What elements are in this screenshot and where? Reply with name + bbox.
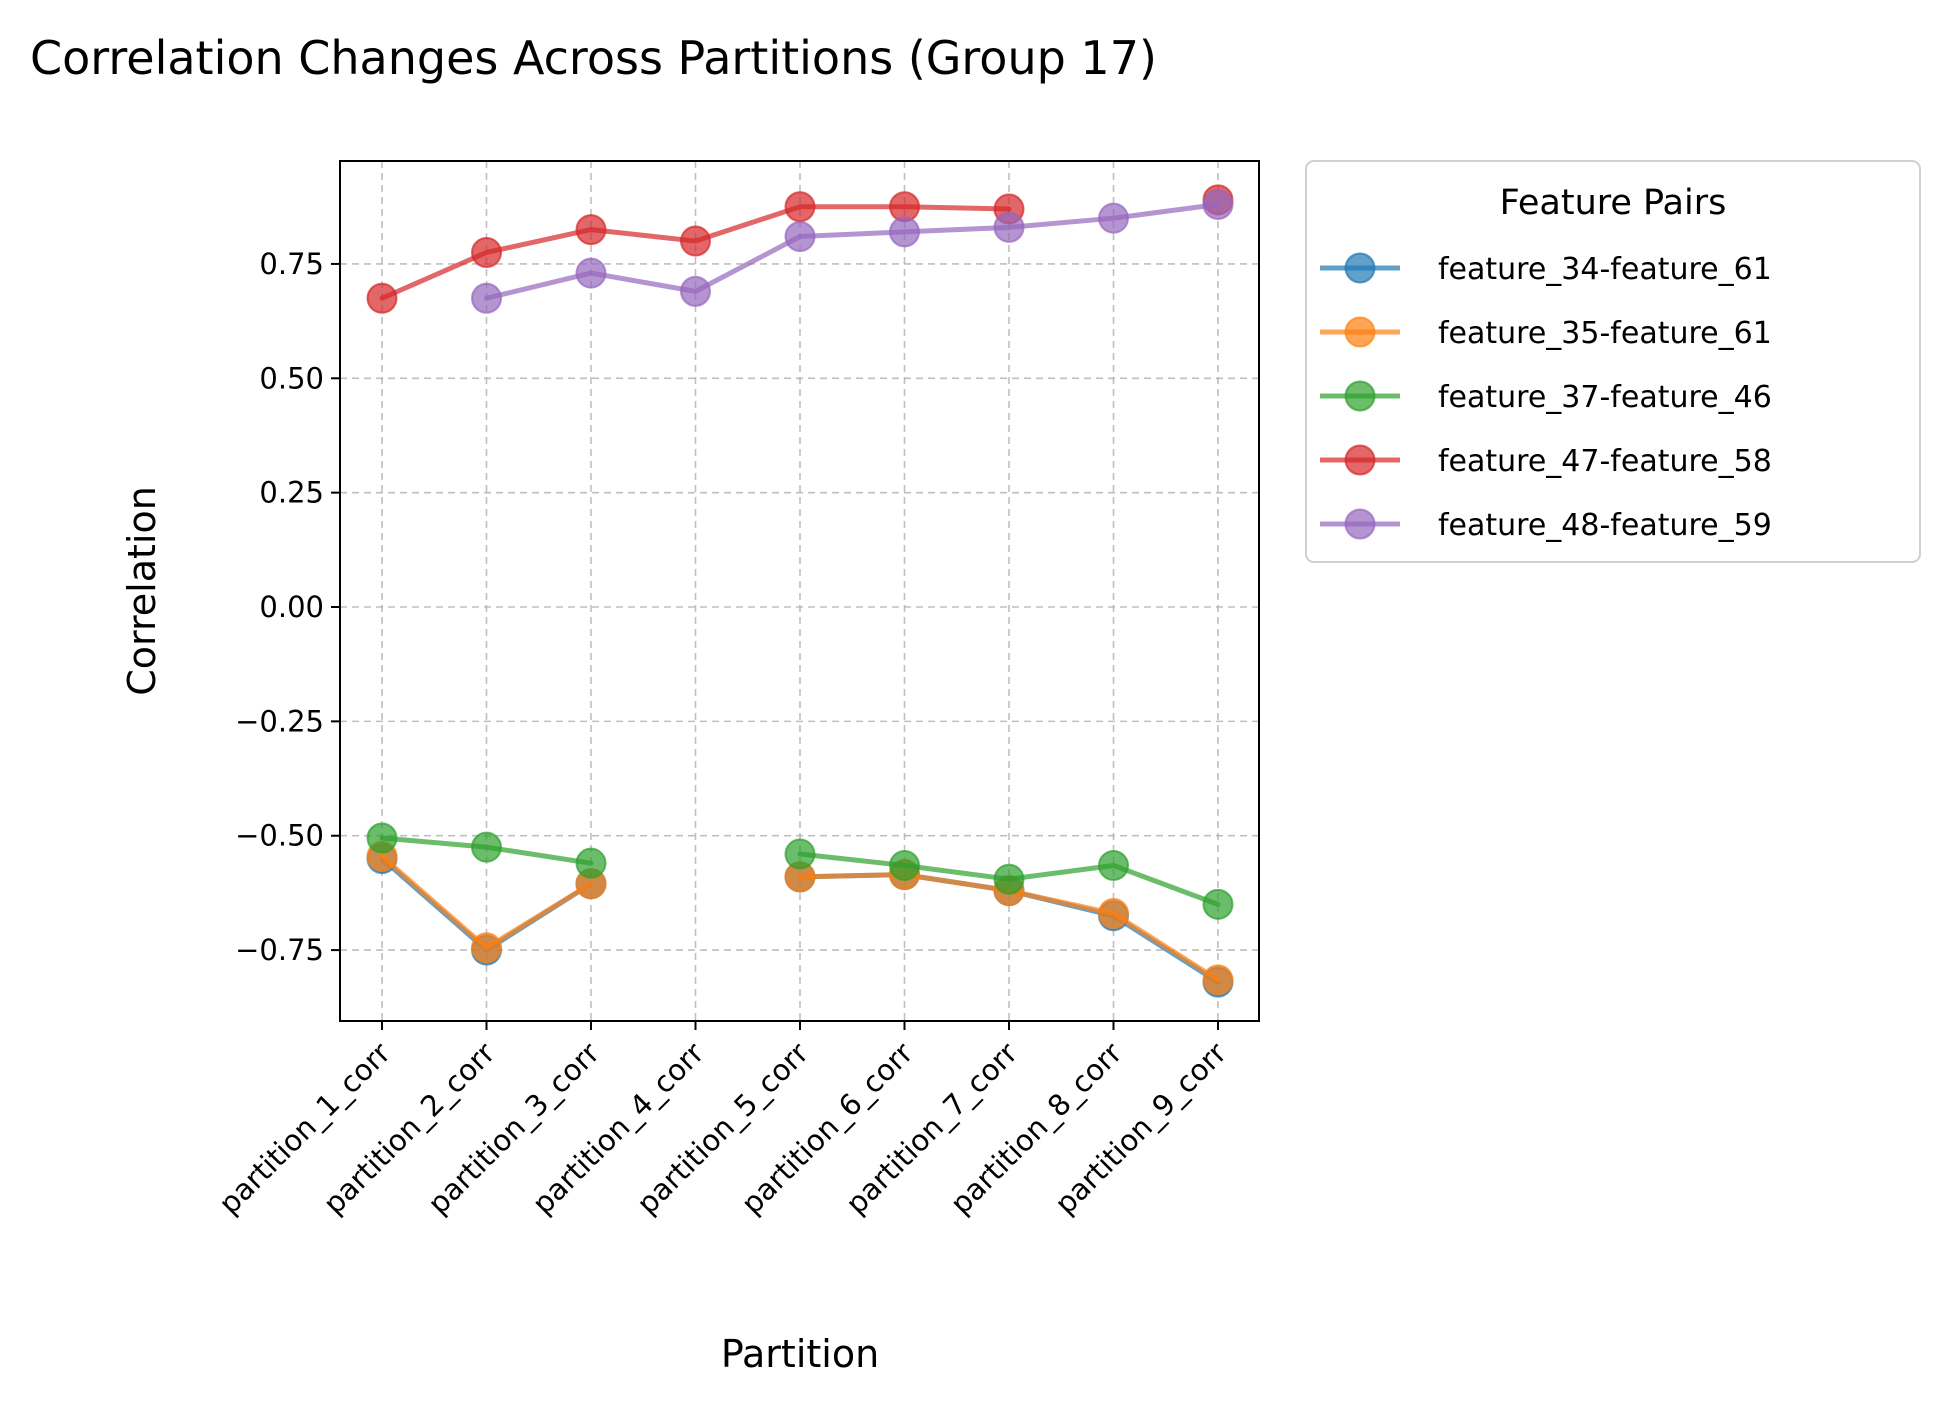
data-point — [1202, 188, 1234, 220]
data-point — [366, 282, 398, 314]
y-tick-label: 0.50 — [259, 361, 324, 395]
grid — [340, 161, 1259, 1021]
x-tick-label: partition_1_corr — [212, 1036, 397, 1221]
y-axis: −0.75 −0.50 −0.25 0.00 0.25 0.50 0.75 — [235, 247, 340, 967]
data-point — [784, 191, 816, 223]
legend-label: feature_34-feature_61 — [1438, 252, 1772, 287]
data-point — [366, 822, 398, 854]
data-point — [1098, 202, 1129, 234]
data-point — [575, 257, 607, 289]
data-point — [993, 211, 1025, 243]
chart-title: Correlation Changes Across Partitions (G… — [30, 31, 1157, 85]
y-tick-label: −0.75 — [235, 933, 324, 967]
legend-marker — [1344, 252, 1376, 284]
legend-item: feature_47-feature_58 — [1320, 444, 1772, 479]
legend-label: feature_48-feature_59 — [1438, 508, 1772, 543]
y-tick-label: −0.50 — [235, 819, 324, 853]
series-feature_48-feature_59 — [471, 188, 1234, 314]
legend-title: Feature Pairs — [1500, 183, 1727, 223]
data-point — [1098, 898, 1129, 929]
data-point — [1098, 849, 1129, 881]
data-point — [889, 849, 920, 881]
legend-item: feature_34-feature_61 — [1320, 252, 1772, 287]
y-tick-label: 0.00 — [259, 590, 324, 624]
data-point — [784, 220, 816, 252]
series-line — [484, 201, 1221, 301]
data-point — [1202, 964, 1234, 996]
data-point — [680, 225, 711, 257]
data-point — [471, 282, 502, 314]
data-point — [575, 214, 607, 246]
legend-marker — [1344, 380, 1376, 412]
legend-label: feature_35-feature_61 — [1438, 316, 1772, 351]
series-layer — [366, 184, 1234, 998]
data-point — [1202, 888, 1234, 920]
data-point — [575, 847, 607, 879]
legend-marker — [1344, 316, 1376, 348]
data-point — [680, 275, 711, 307]
data-point — [993, 863, 1025, 895]
legend-item: feature_37-feature_46 — [1320, 380, 1772, 415]
data-point — [784, 838, 816, 870]
y-tick-label: −0.25 — [235, 704, 324, 738]
legend-marker — [1344, 444, 1376, 476]
data-point — [471, 831, 502, 863]
y-axis-label: Correlation — [120, 486, 164, 696]
legend: Feature Pairs feature_34-feature_61featu… — [1305, 160, 1921, 563]
data-point — [471, 236, 502, 268]
x-axis: partition_1_corrpartition_2_corrpartitio… — [212, 1021, 1233, 1221]
data-point — [889, 216, 920, 248]
legend-marker — [1344, 508, 1376, 540]
x-axis-label: Partition — [721, 1332, 879, 1376]
legend-label: feature_47-feature_58 — [1438, 444, 1772, 479]
legend-label: feature_37-feature_46 — [1438, 380, 1772, 415]
legend-box — [1305, 160, 1921, 563]
legend-item: feature_35-feature_61 — [1320, 316, 1772, 351]
data-point — [471, 932, 502, 964]
y-tick-label: 0.25 — [259, 476, 324, 510]
y-tick-label: 0.75 — [259, 247, 324, 281]
series-feature_37-feature_46 — [366, 822, 1234, 920]
legend-item: feature_48-feature_59 — [1320, 508, 1772, 543]
